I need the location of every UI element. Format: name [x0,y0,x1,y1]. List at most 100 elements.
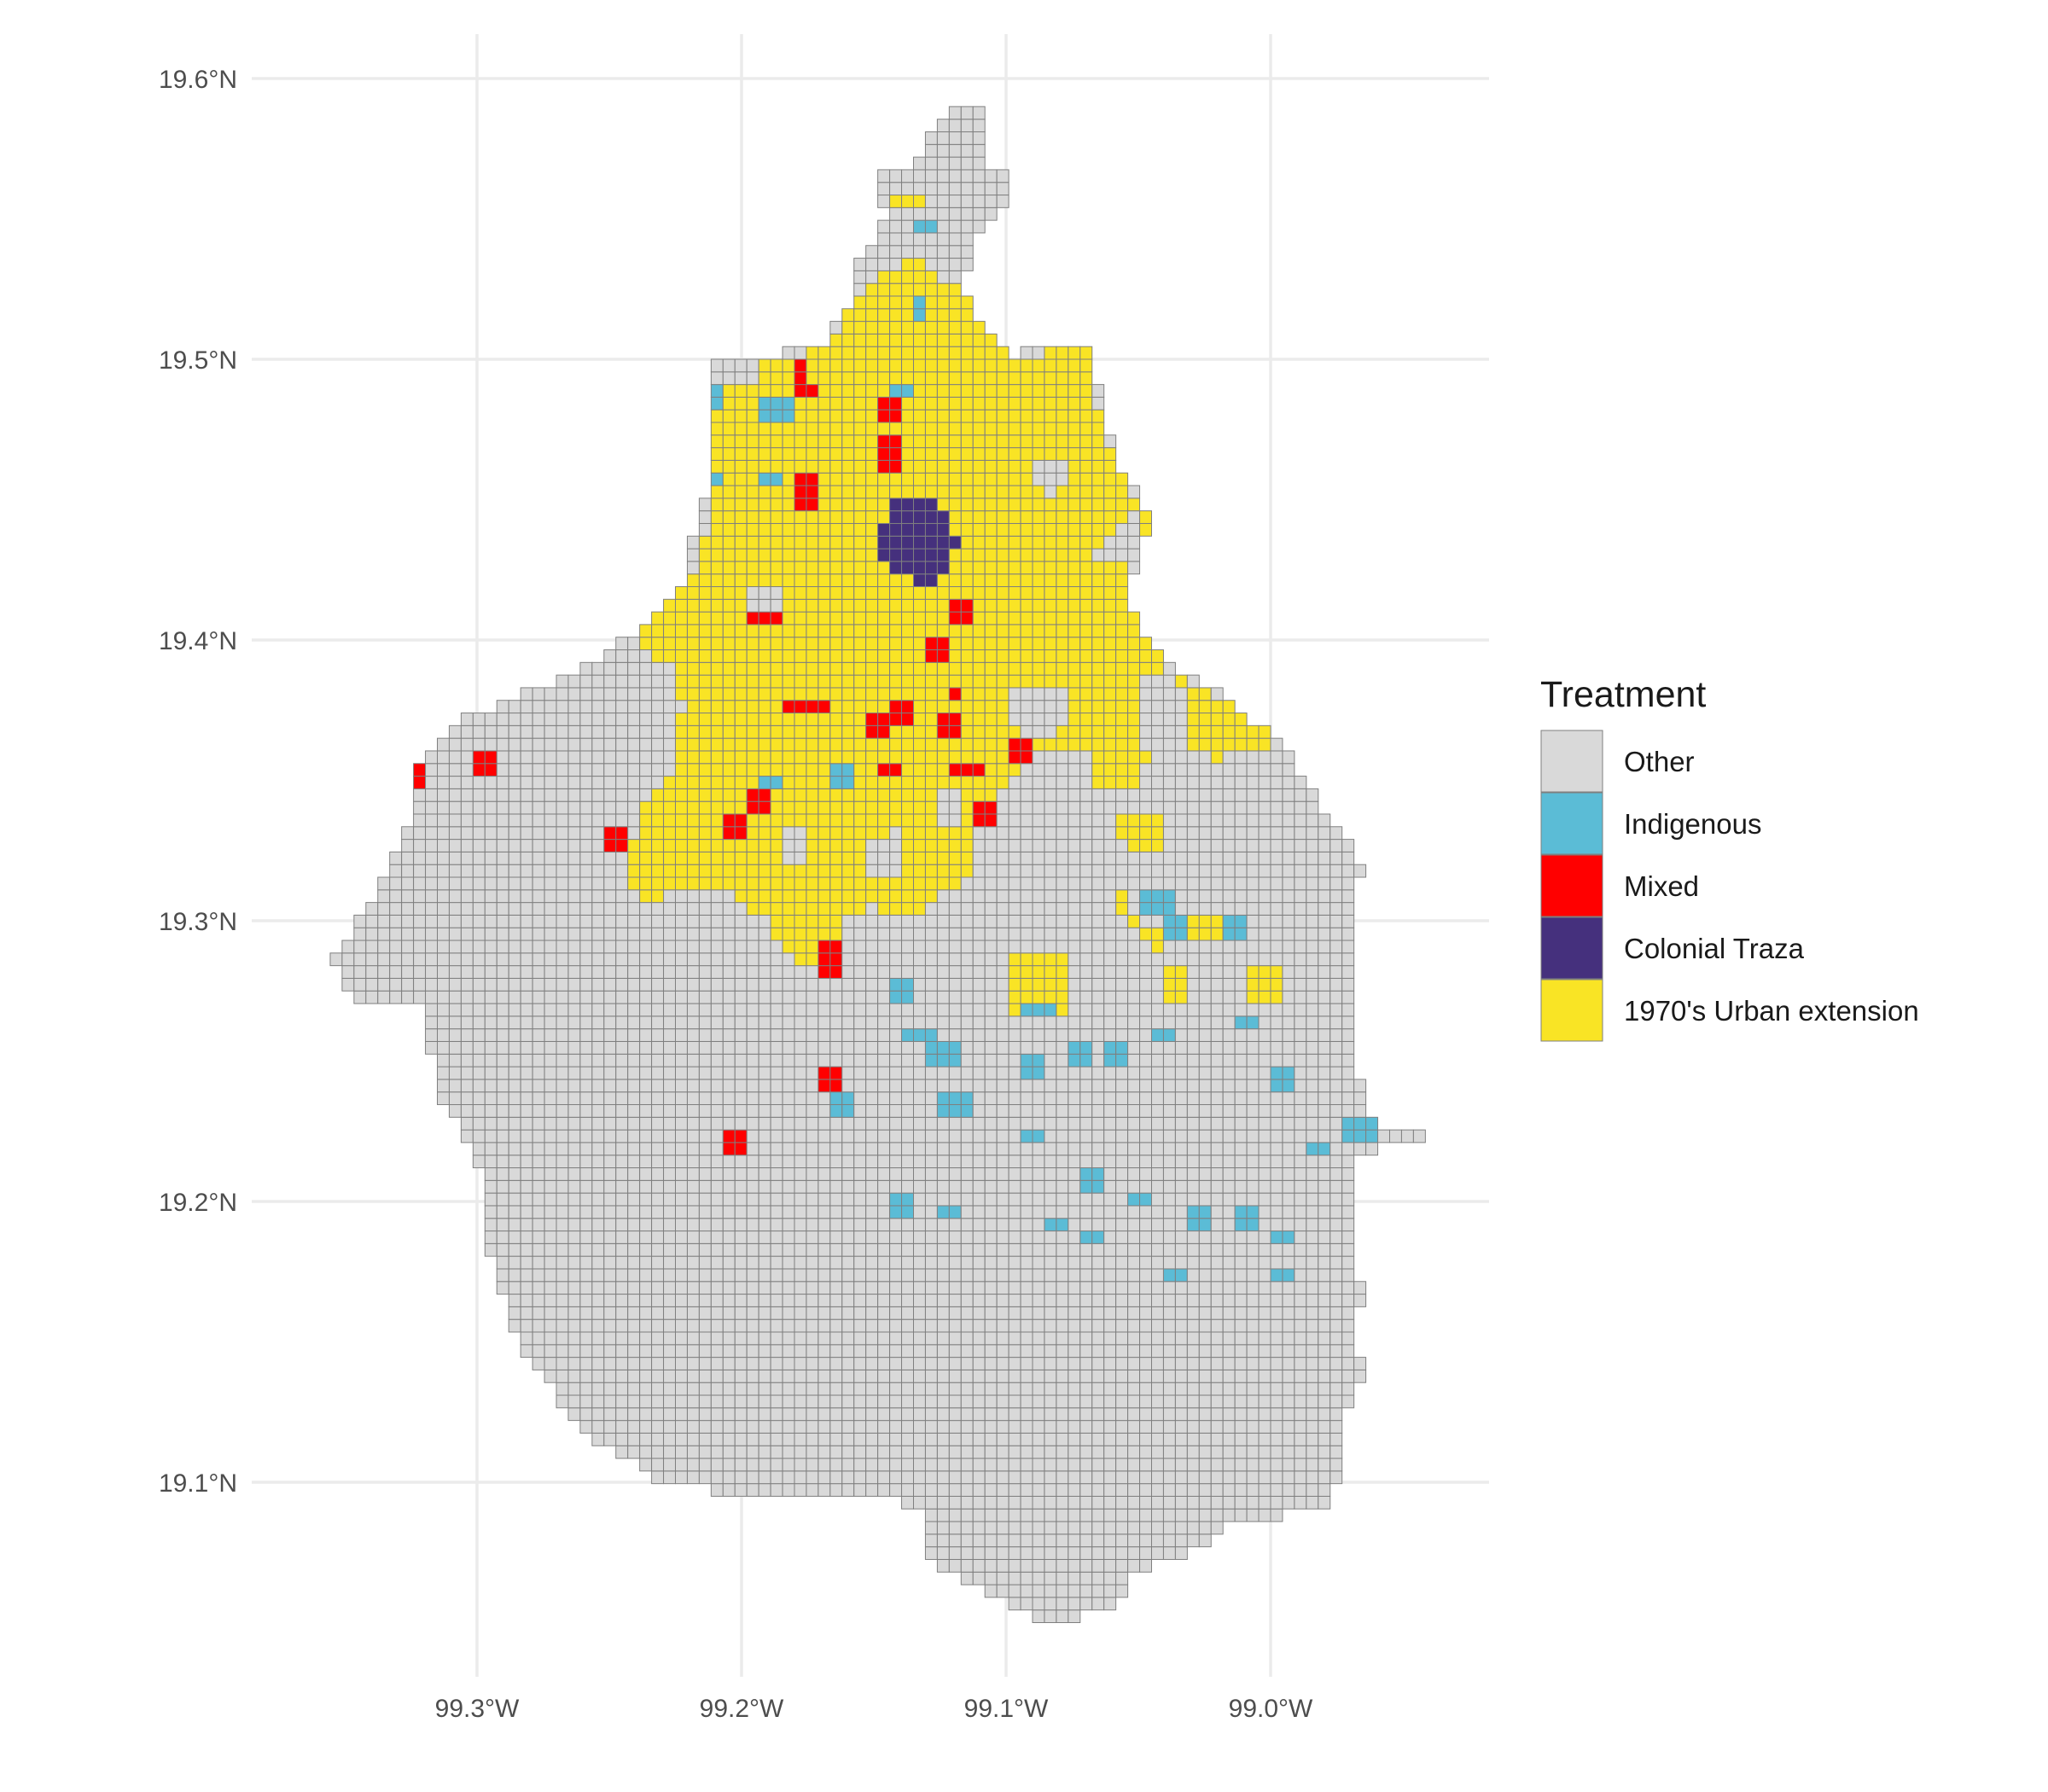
map-cell-other [901,1103,915,1118]
map-cell-other [639,1357,653,1370]
map-cell-urban1970 [698,776,712,789]
map-cell-other [960,940,974,954]
map-cell-other [877,1294,891,1307]
map-cell-indigenous [1353,1116,1367,1131]
map-cell-other [520,839,533,852]
map-cell-other [472,965,486,979]
map-cell-other [1306,1028,1319,1042]
map-cell-other [425,826,438,841]
map-cell-other [663,1066,676,1080]
map-cell-other [734,1015,748,1030]
map-cell-other [1306,1053,1319,1068]
map-cell-other [1282,1015,1295,1030]
map-cell-other [1186,1091,1200,1105]
map-cell-other [889,1344,903,1359]
map-cell-other [960,1331,974,1346]
map-cell-other [591,1053,605,1068]
map-cell-other [1329,1306,1343,1320]
map-cell-urban1970 [734,724,748,739]
map-cell-other [639,965,653,979]
map-cell-other [1008,1040,1021,1055]
map-cell-other [532,1231,545,1244]
map-cell-other [639,750,653,765]
map-cell-other [1032,1369,1045,1383]
map-cell-other [567,1142,581,1156]
map-cell-other [377,965,391,979]
map-cell-other [924,965,938,979]
map-cell-urban1970 [710,763,724,777]
map-cell-other [603,1281,617,1295]
map-cell-other [591,940,605,954]
map-cell-other [877,1281,891,1295]
map-cell-indigenous [1079,1040,1093,1055]
map-cell-other [1079,1331,1093,1346]
map-cell-other [1186,839,1200,852]
map-cell-other [627,1255,641,1270]
map-cell-other [1032,813,1045,828]
map-cell-other [901,1142,915,1156]
map-cell-other [1008,1571,1021,1585]
map-cell-other [651,927,665,941]
map-cell-other [1246,1079,1260,1093]
map-cell-other [1044,776,1057,789]
map-cell-other [1234,1306,1248,1320]
map-cell-other [734,1192,748,1207]
map-cell-other [639,1306,653,1320]
map-cell-other [889,1470,903,1485]
map-cell-other [663,927,676,941]
map-cell-other [734,977,748,992]
map-cell-other [603,813,617,828]
map-cell-other [889,1294,903,1307]
map-cell-other [1044,1318,1057,1333]
map-cell-other [1044,889,1057,904]
map-cell-other [1032,1445,1045,1459]
map-cell-other [579,851,593,865]
map-cell-urban1970 [913,750,926,765]
map-cell-other [686,952,700,967]
map-cell-other [865,1294,879,1307]
map-cell-other [698,1167,712,1181]
map-cell-other [639,1242,653,1257]
map-cell-other [972,1508,986,1522]
map-cell-other [1341,990,1355,1004]
map-cell-other [1186,750,1200,765]
map-cell-other [1186,1255,1200,1270]
map-cell-other [924,1546,938,1560]
map-cell-other [496,1218,509,1232]
map-cell-other [663,1028,676,1042]
map-cell-other [1151,1483,1164,1497]
map-cell-other [984,1331,998,1346]
map-cell-other [1008,1066,1021,1080]
map-cell-other [1056,864,1069,878]
map-cell-other [948,1015,962,1030]
map-cell-mixed [484,750,497,765]
map-cell-other [1020,876,1033,891]
map-cell-mixed [734,1142,748,1156]
map-cell-other [448,1053,462,1068]
map-cell-other [1008,839,1021,852]
map-cell-other [1103,1103,1117,1118]
map-cell-other [889,1483,903,1497]
map-cell-indigenous [1318,1142,1331,1156]
map-cell-urban1970 [806,839,819,852]
map-cell-other [972,1369,986,1383]
map-cell-other [817,1432,831,1446]
map-cell-other [806,1369,819,1383]
map-cell-other [567,1344,581,1359]
map-cell-other [710,1445,724,1459]
map-cell-other [1044,1357,1057,1370]
map-cell-other [1044,1407,1057,1422]
map-cell-other [889,1394,903,1409]
map-cell-other [1151,876,1164,891]
map-cell-other [1127,1470,1141,1485]
map-cell-urban1970 [770,737,783,752]
map-cell-other [972,851,986,865]
map-cell-other [698,1155,712,1169]
map-cell-other [496,1040,509,1055]
map-cell-other [472,800,486,815]
map-cell-other [1341,1015,1355,1030]
map-cell-other [639,1091,653,1105]
map-cell-other [496,826,509,841]
map-cell-other [960,1179,974,1194]
map-cell-other [1294,1255,1307,1270]
